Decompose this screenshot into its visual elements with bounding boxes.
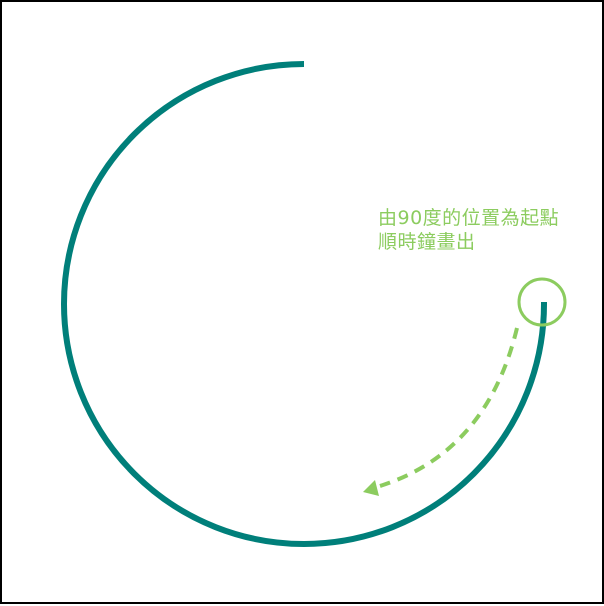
drawn-arc — [61, 61, 547, 547]
arrowhead-icon — [363, 480, 379, 496]
clockwise-direction-arrow — [379, 327, 519, 488]
annotation-line-2: 順時鐘畫出 — [378, 231, 476, 253]
start-point-marker — [517, 277, 567, 327]
start-point-annotation: 由90度的位置為起點 順時鐘畫出 — [378, 206, 559, 254]
annotation-line-1: 由90度的位置為起點 — [378, 207, 560, 229]
